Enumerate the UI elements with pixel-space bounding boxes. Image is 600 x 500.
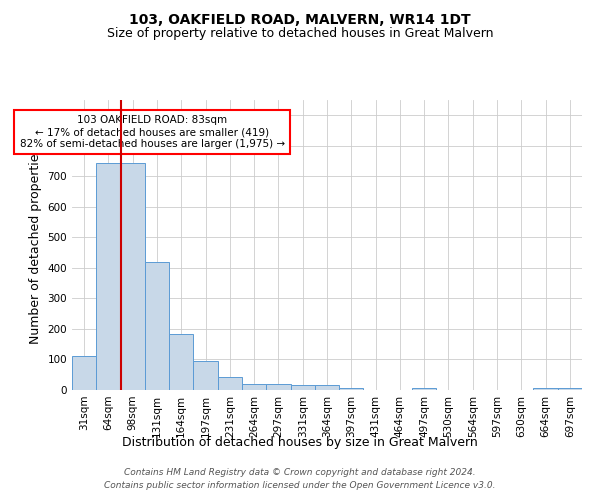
Text: 103, OAKFIELD ROAD, MALVERN, WR14 1DT: 103, OAKFIELD ROAD, MALVERN, WR14 1DT <box>129 12 471 26</box>
Bar <box>558 388 582 390</box>
Bar <box>121 162 145 390</box>
Text: Contains HM Land Registry data © Crown copyright and database right 2024.: Contains HM Land Registry data © Crown c… <box>124 468 476 477</box>
Bar <box>169 334 193 390</box>
Y-axis label: Number of detached properties: Number of detached properties <box>29 146 42 344</box>
Bar <box>242 384 266 390</box>
Bar <box>72 356 96 390</box>
Text: Contains public sector information licensed under the Open Government Licence v3: Contains public sector information licen… <box>104 480 496 490</box>
Text: Distribution of detached houses by size in Great Malvern: Distribution of detached houses by size … <box>122 436 478 449</box>
Text: Size of property relative to detached houses in Great Malvern: Size of property relative to detached ho… <box>107 28 493 40</box>
Bar <box>412 388 436 390</box>
Bar <box>533 388 558 390</box>
Bar <box>218 377 242 390</box>
Bar <box>315 386 339 390</box>
Bar <box>145 262 169 390</box>
Text: 103 OAKFIELD ROAD: 83sqm
← 17% of detached houses are smaller (419)
82% of semi-: 103 OAKFIELD ROAD: 83sqm ← 17% of detach… <box>20 116 285 148</box>
Bar <box>266 384 290 390</box>
Bar <box>339 388 364 390</box>
Bar <box>290 384 315 390</box>
Bar <box>193 361 218 390</box>
Bar <box>96 162 121 390</box>
